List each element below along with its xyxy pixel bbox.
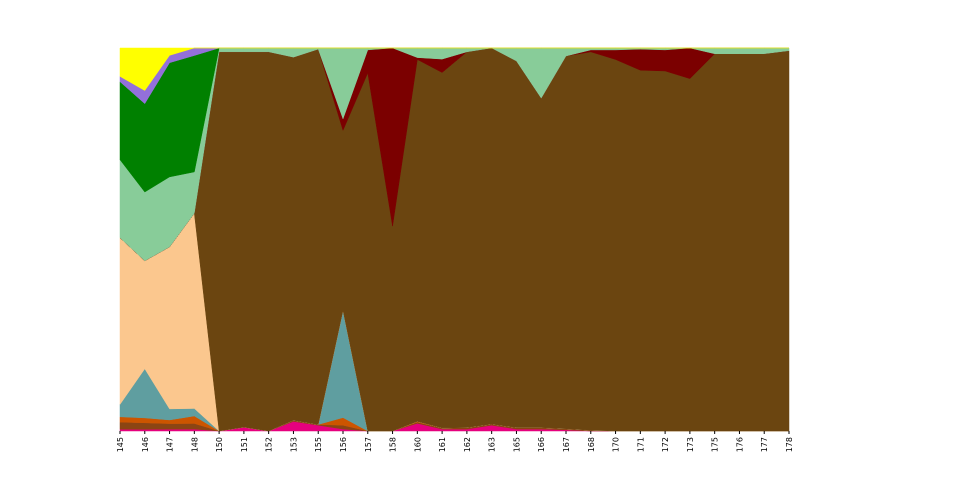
- x-tick-label: 155: [314, 437, 323, 452]
- x-tick-label: 163: [488, 437, 497, 452]
- x-tick-label: 171: [636, 437, 645, 452]
- x-tick-label: 178: [785, 437, 794, 452]
- x-tick-label: 147: [166, 437, 175, 452]
- x-tick-label: 152: [265, 437, 274, 452]
- x-tick-label: 145: [116, 437, 125, 452]
- x-tick-label: 158: [389, 437, 398, 452]
- x-tick-label: 170: [612, 437, 621, 452]
- x-axis-ticks: 145 146 147 148 150 151 152 153 155 156 157 158 160 1…: [116, 431, 794, 452]
- x-tick-label: 146: [141, 437, 150, 452]
- area-series-group: [119, 47, 790, 432]
- x-tick-label: 168: [587, 437, 596, 452]
- x-tick-label: 165: [512, 437, 521, 452]
- x-tick-label: 153: [289, 437, 298, 452]
- x-tick-label: 160: [413, 437, 422, 452]
- x-tick-label: 161: [438, 437, 447, 452]
- x-tick-label: 151: [240, 437, 249, 452]
- x-tick-label: 166: [537, 437, 546, 452]
- area-series-6: [119, 47, 790, 432]
- x-tick-label: 150: [215, 437, 224, 452]
- x-tick-label: 167: [562, 437, 571, 452]
- x-tick-label: 175: [711, 437, 720, 452]
- x-tick-label: 172: [661, 437, 670, 452]
- x-tick-label: 162: [463, 437, 472, 452]
- area-series-11: [119, 47, 789, 91]
- x-tick-label: 176: [735, 437, 744, 452]
- x-tick-label: 177: [760, 437, 769, 452]
- x-tick-label: 156: [339, 437, 348, 452]
- x-tick-label: 148: [190, 437, 199, 452]
- x-tick-label: 157: [364, 437, 373, 452]
- x-tick-label: 173: [686, 437, 695, 452]
